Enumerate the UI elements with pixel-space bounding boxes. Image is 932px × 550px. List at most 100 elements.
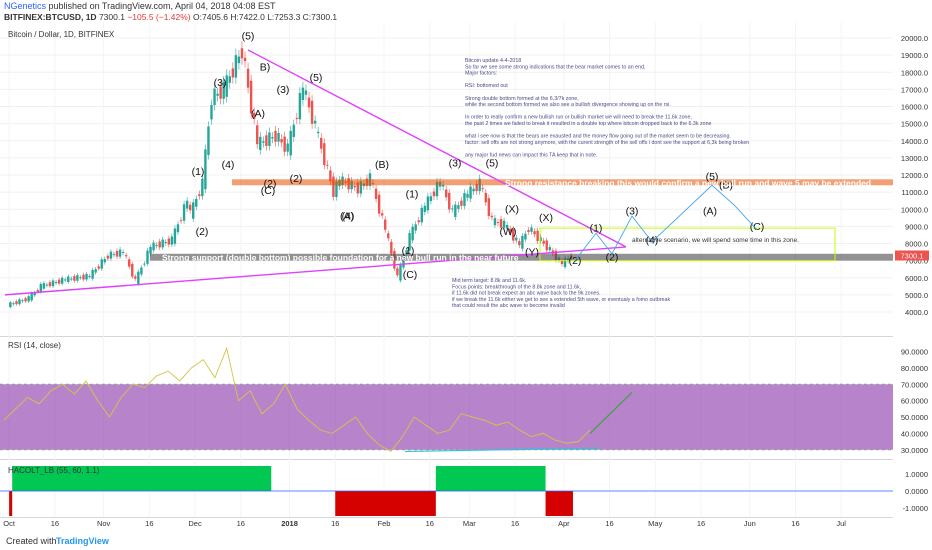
note-line: any major fud news can impact this TA ke…: [465, 153, 597, 159]
candle: [262, 141, 265, 143]
rsi-up-arrow: [589, 392, 633, 434]
alternative-zone: [539, 227, 836, 262]
time-tick-label: Oct: [3, 519, 16, 528]
chart-svg[interactable]: (5)(3)B)(A)(3)(5)(1)(4)(2)(C)(2)(4)(B)(A…: [0, 0, 932, 534]
wave-label: (4): [222, 159, 235, 171]
rsi-tick-label: 40.0000: [901, 429, 928, 438]
candle: [316, 131, 320, 134]
candle: [256, 125, 259, 145]
note-line: if we break the 11.6k either we get to s…: [452, 297, 670, 303]
candle: [539, 237, 542, 242]
candle: [210, 105, 213, 120]
time-tick-label: 16: [511, 519, 519, 528]
note-line: what i see now is that the bears are exa…: [465, 134, 731, 140]
candle: [277, 133, 280, 142]
candle: [12, 303, 15, 305]
candle: [472, 188, 475, 192]
tradingview-logo[interactable]: TradingView: [56, 536, 109, 546]
candle: [225, 75, 228, 97]
price-tick-label: 19000.0: [901, 51, 928, 60]
price-tick-label: 14000.0: [901, 137, 928, 146]
candle: [45, 284, 49, 286]
wave-label: (C): [261, 185, 276, 197]
candle: [508, 228, 512, 233]
candle: [448, 192, 451, 210]
time-tick-label: 16: [331, 519, 339, 528]
candle: [271, 137, 274, 139]
candle: [106, 255, 110, 259]
hacolt-tick-label: 1.0000: [905, 470, 928, 479]
time-tick-label: Dec: [188, 519, 202, 528]
candle: [185, 200, 189, 209]
rsi-tick-label: 30.0000: [901, 446, 928, 455]
candle: [484, 192, 487, 203]
price-tick-label: 20000.0: [901, 34, 928, 43]
candle: [496, 222, 500, 224]
rsi-line: [3, 346, 591, 453]
candle: [384, 219, 387, 230]
price-change: −105.5 (−1.42%): [127, 12, 191, 22]
candle: [265, 135, 268, 146]
candle: [420, 207, 423, 223]
candle: [332, 176, 335, 197]
note-line: So far we see some strong indications th…: [465, 64, 646, 70]
candle: [85, 273, 88, 280]
price-tag: [895, 250, 929, 261]
candle: [313, 120, 317, 124]
candle: [240, 48, 244, 59]
time-tick-label: Jul: [836, 519, 846, 528]
candle: [301, 87, 305, 100]
wave-label: (3): [626, 205, 639, 217]
candle: [128, 259, 131, 267]
candle: [475, 183, 478, 191]
hacolt-bar: [335, 491, 436, 516]
price-tick-label: 4000.0: [905, 308, 928, 317]
candle: [390, 241, 393, 254]
candle: [9, 302, 12, 308]
candle: [512, 229, 515, 241]
candle: [426, 196, 430, 211]
candle: [195, 198, 198, 207]
publish-info: NGenetics published on TradingView.com, …: [4, 1, 276, 11]
alternative-label: alternative scenario, we will spend some…: [632, 237, 799, 244]
hacolt-tick-label: -1.0000: [903, 504, 928, 513]
candle: [18, 299, 21, 305]
price-layer: (5)(3)B)(A)(3)(5)(1)(4)(2)(C)(2)(4)(B)(A…: [4, 31, 893, 309]
candle: [198, 194, 201, 196]
wave-label: (W): [500, 226, 517, 238]
time-tick-label: Nov: [97, 519, 111, 528]
hacolt-tick-label: 0.0000: [905, 487, 928, 496]
rsi-tick-label: 50.0000: [901, 413, 928, 422]
candle: [499, 219, 503, 228]
candle: [103, 258, 107, 263]
wave-label: (X): [505, 204, 519, 216]
candle: [124, 255, 128, 257]
wave-label: (C): [750, 221, 765, 233]
candle: [131, 263, 134, 277]
note-line: while the second bottom formed we also s…: [465, 102, 671, 108]
candle: [164, 242, 167, 244]
author-link[interactable]: NGenetics: [4, 1, 47, 11]
candle: [380, 213, 384, 216]
candle: [155, 244, 158, 246]
footer: Created with TradingView: [0, 534, 932, 550]
hacolt-layer: [0, 466, 893, 516]
candle: [149, 246, 152, 254]
candle: [182, 204, 186, 221]
candle: [134, 276, 137, 279]
candle: [170, 236, 174, 245]
candle: [307, 97, 311, 108]
candle: [502, 220, 506, 228]
candle: [310, 100, 314, 124]
price-tick-label: 5000.0: [905, 291, 928, 300]
candle: [359, 181, 363, 194]
hacolt-bar: [12, 466, 272, 491]
candle: [533, 231, 536, 235]
candle: [188, 204, 192, 211]
price-tick-label: 9000.0: [905, 222, 928, 231]
price-tick-label: 6000.0: [905, 274, 928, 283]
candle: [97, 266, 100, 269]
candle: [423, 205, 427, 212]
candle: [252, 112, 256, 119]
candle: [298, 92, 302, 120]
